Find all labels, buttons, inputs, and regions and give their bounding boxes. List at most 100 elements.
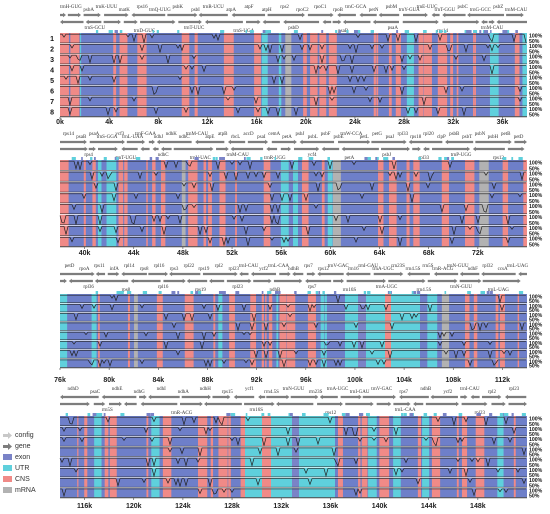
gene-label: atpA xyxy=(226,8,236,13)
x-tick-label: 60k xyxy=(325,250,337,257)
identity-trace xyxy=(60,43,526,54)
gene-label: ndhC xyxy=(158,153,170,158)
header-marker xyxy=(479,30,482,33)
gene-label: rpl16 xyxy=(158,285,169,290)
header-marker xyxy=(451,157,454,160)
x-tick-label: 68k xyxy=(423,250,435,257)
x-tick-label: 100k xyxy=(347,377,363,384)
row-label: 1 xyxy=(50,36,54,43)
header-marker xyxy=(146,413,151,416)
gene-label: psaA xyxy=(89,132,100,137)
gene-arrow xyxy=(506,12,524,18)
gene-arrow xyxy=(250,271,277,277)
x-tick-label: 20k xyxy=(300,119,312,126)
header-marker xyxy=(503,413,509,416)
gene-label: petN xyxy=(369,8,379,13)
pct-label-50: 50% xyxy=(529,71,540,77)
gene-arrow xyxy=(461,401,488,407)
header-marker xyxy=(446,157,450,160)
gene-label: ndhG xyxy=(134,390,146,395)
header-marker xyxy=(119,30,123,33)
header-marker xyxy=(81,157,83,160)
identity-trace xyxy=(60,426,526,437)
gene-arrow xyxy=(362,394,397,400)
header-marker xyxy=(158,291,162,294)
gene-label: trnT-UUC xyxy=(184,26,205,31)
gene-arrow xyxy=(233,394,255,400)
gene-arrow xyxy=(280,146,292,152)
gene-arrow xyxy=(371,139,407,145)
gene-arrow xyxy=(181,394,211,400)
gene-label: rpl32 xyxy=(482,264,493,269)
gene-label: rps8 xyxy=(122,288,131,293)
gene-arrow xyxy=(140,146,150,152)
gene-arrow xyxy=(399,394,429,400)
gene-arrow xyxy=(337,12,356,18)
x-tick-label: 104k xyxy=(396,377,412,384)
gene-arrow xyxy=(514,139,527,145)
gene-arrow xyxy=(60,401,90,407)
gene-arrow xyxy=(244,401,275,407)
header-marker xyxy=(466,30,471,33)
gene-arrow xyxy=(230,146,264,152)
gene-label: rpl22 xyxy=(184,264,195,269)
pct-label-50: 50% xyxy=(529,210,540,216)
gene-label: psaJ xyxy=(386,135,395,140)
header-marker xyxy=(195,291,200,294)
gene-arrow xyxy=(467,12,505,18)
x-tick-label: 64k xyxy=(374,250,386,257)
gene-arrow xyxy=(68,278,93,284)
gene-arrow xyxy=(345,401,374,407)
gene-label: trnP-UGG xyxy=(451,153,472,158)
header-marker xyxy=(93,157,96,160)
gene-arrow xyxy=(60,139,87,145)
header-marker xyxy=(108,30,113,33)
gene-label: ndhJ xyxy=(154,135,164,140)
header-marker xyxy=(521,413,526,416)
gene-label: atpH xyxy=(262,8,272,13)
gene-arrow xyxy=(408,139,443,145)
gene-label: rps14 xyxy=(437,29,449,34)
gene-label: rpl2 xyxy=(215,264,224,269)
gene-arrow xyxy=(491,401,506,407)
header-marker xyxy=(481,291,486,294)
gene-label: psbK xyxy=(172,5,183,10)
gene-arrow xyxy=(518,271,527,277)
gene-arrow xyxy=(88,146,96,152)
header-marker xyxy=(324,413,329,416)
gene-arrow xyxy=(459,271,480,277)
gene-label: trnD-GUC xyxy=(134,29,156,34)
header-marker xyxy=(482,30,485,33)
header-marker xyxy=(155,157,159,160)
x-tick-label: 28k xyxy=(398,119,410,126)
gene-arrow xyxy=(204,401,242,407)
gene-label: rps12 xyxy=(325,411,337,416)
header-marker xyxy=(333,291,337,294)
gene-label: trnA-UGC xyxy=(372,267,394,272)
header-marker xyxy=(413,291,417,294)
row-label: 8 xyxy=(50,109,54,116)
header-marker xyxy=(518,157,523,160)
gene-label: trnN-GUU xyxy=(283,387,305,392)
header-marker xyxy=(375,157,379,160)
gene-label: atpB xyxy=(218,132,228,137)
header-marker xyxy=(458,413,463,416)
gene-label: rps7 xyxy=(399,390,408,395)
header-marker xyxy=(321,30,324,33)
gene-arrow xyxy=(322,19,332,25)
gene-label: ndhD xyxy=(67,387,79,392)
gene-arrow xyxy=(432,146,471,152)
gene-arrow xyxy=(345,271,371,277)
gene-arrow xyxy=(140,19,176,25)
header-marker xyxy=(289,413,293,416)
x-tick-label: 44k xyxy=(128,250,140,257)
gene-label: psaB xyxy=(338,29,349,34)
gene-arrow xyxy=(293,146,320,152)
gene-label: trnT-GGU xyxy=(435,8,456,13)
identity-trace xyxy=(60,85,526,96)
header-marker xyxy=(370,30,375,33)
gene-label: trnS-GCU xyxy=(85,26,106,31)
x-tick-label: 0k xyxy=(56,119,64,126)
config-legend-label: config xyxy=(15,432,34,439)
identity-trace xyxy=(60,322,526,332)
